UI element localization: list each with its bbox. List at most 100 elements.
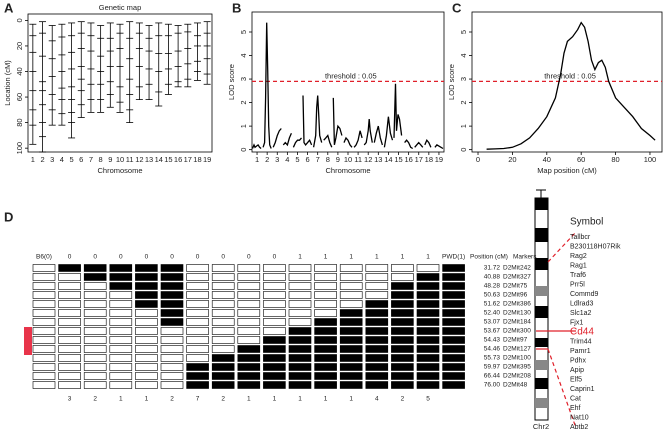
genotype-cell — [135, 282, 158, 290]
genotype-cell — [263, 345, 286, 353]
genotype-cell — [109, 363, 133, 371]
genotype-cell — [442, 300, 465, 308]
genotype-cell — [442, 381, 465, 389]
genotype-cell — [365, 273, 389, 281]
genotype-cell — [109, 372, 133, 380]
column-header: 1 — [426, 254, 430, 261]
x-tick-label: 6 — [305, 155, 309, 164]
x-tick-label: 16 — [174, 155, 182, 164]
marker-name: D2Mit75 — [503, 283, 528, 290]
position-header: Position (cM) — [470, 254, 508, 261]
genotype-cell — [365, 372, 389, 380]
genotype-cell — [365, 300, 389, 308]
y-tick-label: 0 — [239, 148, 248, 152]
marker-name: D2Mit127 — [503, 346, 531, 353]
genotype-cell — [339, 318, 363, 326]
genotype-cell — [186, 318, 209, 326]
gene-symbol: Caprin1 — [570, 386, 595, 393]
genotype-cell — [135, 318, 158, 326]
marker-name: D2Mit130 — [503, 310, 531, 317]
x-tick-label: 10 — [344, 155, 352, 164]
genotype-cell — [211, 363, 235, 371]
genotype-cell — [263, 372, 286, 380]
genotype-cell — [160, 309, 184, 317]
y-tick-label: 40 — [15, 67, 24, 75]
genotype-cell — [83, 381, 107, 389]
x-tick-label: 19 — [435, 155, 443, 164]
genotype-cell — [58, 354, 81, 362]
marker-position: 51.62 — [484, 301, 501, 308]
genotype-cell — [339, 264, 363, 272]
genotype-cell — [135, 309, 158, 317]
genotype-cell — [83, 291, 107, 299]
strain-count: 2 — [401, 396, 405, 403]
genotype-cell — [186, 354, 209, 362]
genotype-cell — [186, 264, 209, 272]
genotype-cell — [32, 309, 56, 317]
genotype-cell — [135, 372, 158, 380]
genotype-cell — [211, 291, 235, 299]
strain-count: 1 — [247, 396, 251, 403]
x-tick-label: 18 — [425, 155, 433, 164]
genotype-cell — [314, 381, 337, 389]
column-header: PWD(1) — [442, 254, 465, 261]
genotype-cell — [416, 300, 440, 308]
gene-symbol: B230118H07Rik — [570, 243, 621, 250]
genotype-cell — [186, 363, 209, 371]
x-tick-label: 40 — [543, 155, 551, 164]
x-tick-label: 60 — [577, 155, 585, 164]
x-tick-label: 6 — [79, 155, 83, 164]
genotype-cell — [288, 291, 312, 299]
threshold-label: threshold : 0.05 — [544, 71, 596, 80]
column-header: 1 — [298, 254, 302, 261]
genotype-cell — [442, 345, 465, 353]
marker-position: 66.44 — [484, 373, 501, 380]
y-tick-label: 3 — [239, 77, 248, 81]
genotype-cell — [109, 345, 133, 353]
marker-name: D2Mit327 — [503, 274, 531, 281]
genotype-cell — [211, 381, 235, 389]
genotype-cell — [211, 372, 235, 380]
gene-symbol: Abtb2 — [570, 424, 588, 431]
qtl-marker-bar — [24, 327, 32, 355]
column-header: 0 — [119, 254, 123, 261]
y-tick-label: 20 — [15, 42, 24, 50]
genotype-cell — [339, 273, 363, 281]
genotype-cell — [339, 363, 363, 371]
x-tick-label: 12 — [135, 155, 143, 164]
genotype-cell — [288, 381, 312, 389]
marker-position: 48.28 — [484, 283, 501, 290]
genotype-cell — [314, 345, 337, 353]
genotype-cell — [365, 327, 389, 335]
genotype-cell — [339, 381, 363, 389]
gene-symbol: Tallbcr — [570, 234, 591, 241]
genotype-cell — [263, 291, 286, 299]
column-header: 0 — [68, 254, 72, 261]
gene-symbol: Traf6 — [570, 272, 586, 279]
y-tick-label: 0 — [459, 148, 468, 152]
genotype-cell — [211, 264, 235, 272]
genotype-cell — [83, 318, 107, 326]
genotype-cell — [135, 345, 158, 353]
x-tick-label: 7 — [316, 155, 320, 164]
genotype-cell — [339, 300, 363, 308]
genotype-cell — [109, 327, 133, 335]
genotype-cell — [83, 300, 107, 308]
genotype-cell — [160, 345, 184, 353]
marker-name: D2Mit242 — [503, 265, 531, 272]
genotype-cell — [263, 354, 286, 362]
genotype-cell — [416, 273, 440, 281]
genotype-cell — [109, 309, 133, 317]
marker-header: Markers — [513, 254, 537, 261]
genotype-cell — [263, 273, 286, 281]
genotype-cell — [237, 372, 261, 380]
strain-count: 5 — [426, 396, 430, 403]
x-tick-label: 17 — [415, 155, 423, 164]
genotype-cell — [391, 309, 414, 317]
genotype-cell — [186, 345, 209, 353]
y-tick-label: 60 — [15, 93, 24, 101]
genotype-cell — [83, 327, 107, 335]
strain-count: 2 — [93, 396, 97, 403]
panel-label: C — [452, 0, 462, 15]
genotype-cell — [263, 264, 286, 272]
